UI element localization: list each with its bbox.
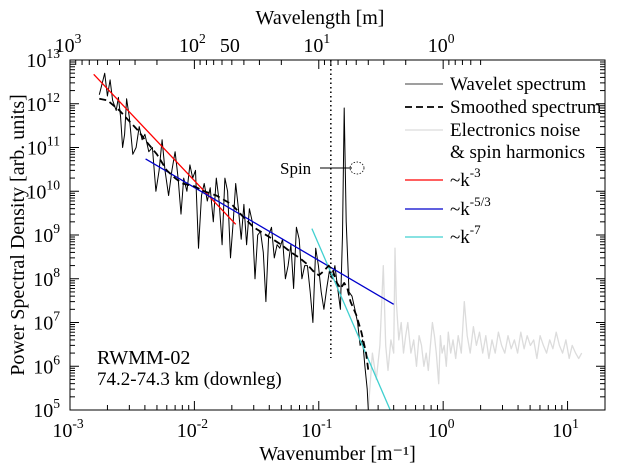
legend-label-k7: ~k-7 [450,222,481,248]
top-tick-label: 101 [303,31,330,57]
x-tick-label: 100 [428,416,455,442]
y-tick-label: 1012 [26,90,60,116]
legend-label-k53: ~k-5/3 [450,194,491,220]
y-tick-label: 1010 [26,177,60,203]
series-smoothed [99,97,370,371]
y-tick-label: 107 [33,309,60,335]
y-tick-label: 105 [33,396,60,422]
spin-ellipse [349,161,365,175]
top-tick-label: 100 [428,31,455,57]
legend-label-k3: ~k-3 [450,165,481,191]
series-k7 [311,228,391,411]
spin-label: Spin [280,159,312,178]
y-tick-label: 108 [33,265,60,291]
legend-label-smoothed: Smoothed spectrum [450,97,602,118]
run-id-annotation: RWMM-02 [97,347,190,369]
legend-label-noise: Electronics noise [450,120,580,141]
y-tick-label: 1011 [27,134,60,160]
top-tick-label: 103 [55,31,82,57]
legend-label-wavelet: Wavelet spectrum [450,74,586,95]
spin-marker: Spin [280,60,365,358]
top-tick-label: 50 [220,35,240,57]
axis-layer: 10-3 10-2 10-1 100 101 105 106 107 108 109 1010 101… [26,31,606,442]
top-axis-label: Wavelength [m] [256,7,385,29]
x-tick-label: 10-1 [301,416,332,442]
y-axis-label: Power Spectral Density [arb. units] [7,94,29,376]
series-k53 [145,158,395,305]
series-k3 [93,73,237,225]
series-noise [367,247,583,411]
x-tick-label: 101 [552,416,579,442]
x-axis-label: Wavenumber [m⁻¹] [259,443,416,465]
y-tick-label: 106 [33,352,60,378]
series-wavelet [98,72,369,411]
x-tick-label: 10-3 [52,416,84,442]
y-tick-label: 109 [33,221,60,247]
altitude-annotation: 74.2-74.3 km (downleg) [97,369,282,390]
legend-label-noise-line2: & spin harmonics [450,142,585,163]
top-tick-label: 102 [179,31,206,57]
series-layer [93,72,583,411]
y-tick-label: 1013 [26,46,60,72]
x-tick-label: 10-2 [177,416,209,442]
